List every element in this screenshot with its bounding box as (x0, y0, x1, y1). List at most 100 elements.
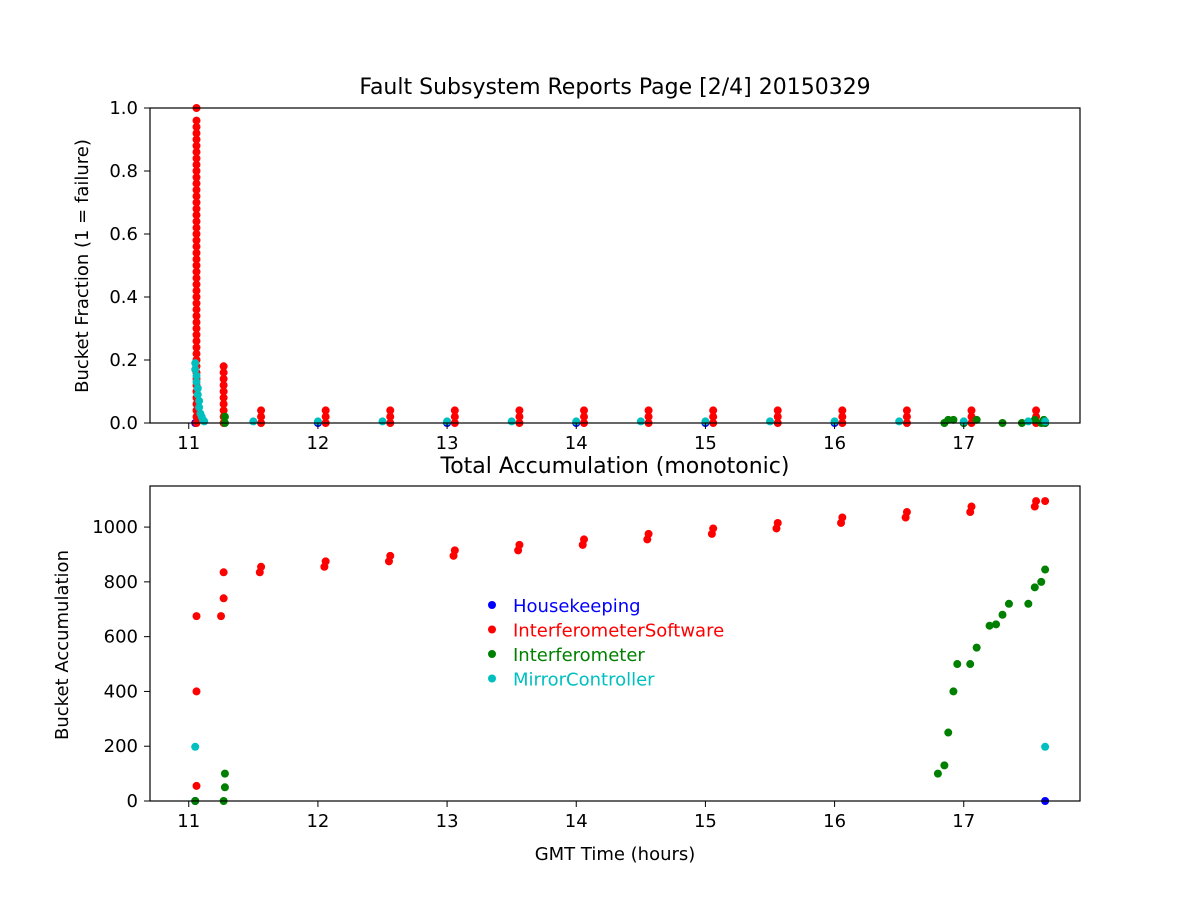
legend-label-interferometer: Interferometer (513, 645, 645, 666)
top-point-interferometersoftware (773, 412, 782, 421)
legend-marker-housekeeping (488, 601, 496, 609)
top-point-interferometersoftware (580, 412, 588, 421)
top-y-tick-label: 0.8 (109, 161, 138, 182)
top-point-interferometersoftware (192, 311, 201, 320)
legend-label-mirrorcontroller: MirrorController (513, 670, 655, 691)
bottom-point-interferometersoftware (902, 508, 911, 517)
legend: Housekeeping InterferometerSoftware Interf… (488, 596, 724, 691)
top-y-tick-label: 0.6 (109, 224, 138, 245)
top-point-interferometersoftware (192, 280, 201, 289)
bottom-point-interferometersoftware (386, 551, 395, 560)
top-point-mirrorcontroller (507, 417, 516, 426)
bottom-plot-marks (191, 497, 1050, 805)
top-point-interferometersoftware (192, 330, 201, 339)
top-point-interferometersoftware (192, 185, 201, 194)
bottom-point-interferometer (1041, 565, 1050, 574)
bottom-x-tick-label: 17 (952, 811, 975, 832)
top-point-interferometersoftware (709, 406, 718, 415)
top-point-interferometersoftware (192, 173, 201, 182)
bottom-point-interferometer (966, 660, 975, 669)
bottom-point-interferometersoftware (644, 529, 653, 538)
top-point-interferometersoftware (644, 412, 653, 421)
bottom-point-interferometersoftware (219, 568, 228, 577)
top-point-interferometersoftware (257, 412, 266, 421)
top-point-interferometersoftware (709, 412, 718, 421)
top-point-interferometersoftware (515, 406, 524, 415)
bottom-point-interferometer (220, 783, 229, 792)
top-point-interferometersoftware (219, 387, 228, 396)
bottom-x-tick-label: 13 (436, 811, 459, 832)
top-point-interferometersoftware (192, 274, 201, 283)
top-x-tick-label: 15 (694, 433, 717, 454)
bottom-x-tick-label: 12 (306, 811, 329, 832)
top-point-interferometersoftware (219, 368, 228, 377)
top-x-tick-label: 16 (823, 433, 846, 454)
top-point-mirrorcontroller (636, 417, 645, 426)
bottom-point-interferometersoftware (838, 513, 847, 522)
bottom-point-interferometersoftware (219, 594, 228, 603)
bottom-y-axis-label: Bucket Accumulation (52, 550, 73, 740)
bottom-y-tick-label: 600 (104, 627, 138, 648)
bottom-point-interferometersoftware (515, 540, 524, 549)
top-point-interferometersoftware (192, 135, 201, 144)
top-point-interferometersoftware (838, 412, 847, 421)
top-point-interferometersoftware (219, 406, 228, 415)
top-point-interferometersoftware (192, 154, 201, 163)
top-point-interferometersoftware (192, 349, 201, 358)
bottom-point-interferometersoftware (1041, 497, 1050, 506)
bottom-point-interferometer (998, 610, 1007, 619)
top-chart-title: Fault Subsystem Reports Page [2/4] 20150… (359, 75, 870, 100)
top-point-interferometersoftware (192, 261, 201, 270)
bottom-point-interferometer (1037, 577, 1046, 586)
top-point-interferometersoftware (219, 381, 228, 390)
top-point-interferometersoftware (192, 236, 201, 245)
bottom-y-tick-label: 1000 (92, 517, 138, 538)
top-point-interferometersoftware (192, 204, 201, 213)
top-point-interferometersoftware (450, 412, 459, 421)
top-point-interferometersoftware (192, 299, 201, 308)
top-point-mirrorcontroller (195, 396, 204, 405)
top-y-tick-label: 0.0 (109, 413, 138, 434)
legend-marker-interferometersoftware (488, 625, 496, 634)
top-point-mirrorcontroller (191, 359, 200, 368)
top-point-interferometersoftware (192, 167, 201, 175)
bottom-point-interferometer (985, 621, 994, 630)
top-point-interferometersoftware (192, 337, 201, 346)
top-point-interferometersoftware (219, 374, 228, 383)
bottom-point-mirrorcontroller (191, 742, 200, 751)
top-point-interferometersoftware (192, 305, 201, 314)
top-point-mirrorcontroller (766, 417, 774, 426)
top-x-tick-label: 14 (565, 433, 588, 454)
top-point-interferometersoftware (192, 211, 201, 220)
top-point-mirrorcontroller (1024, 417, 1033, 426)
top-point-interferometersoftware (192, 324, 201, 333)
legend-marker-mirrorcontroller (488, 674, 496, 683)
top-point-mirrorcontroller (895, 417, 904, 426)
legend-label-housekeeping: Housekeeping (513, 596, 641, 617)
top-point-interferometersoftware (192, 230, 201, 238)
top-y-axis: 0.0 0.2 0.4 0.6 0.8 1.0 (109, 98, 150, 434)
bottom-point-interferometer (933, 769, 942, 778)
top-point-interferometersoftware (192, 198, 201, 207)
top-point-interferometersoftware (192, 267, 201, 276)
top-point-interferometersoftware (192, 129, 201, 138)
bottom-x-axis: 11 12 13 14 15 16 17 (177, 801, 975, 832)
bottom-point-interferometer (220, 769, 229, 778)
bottom-point-interferometer (944, 728, 953, 737)
bottom-point-interferometersoftware (580, 535, 588, 544)
top-point-interferometersoftware (219, 362, 228, 371)
top-point-interferometersoftware (515, 412, 524, 421)
top-point-interferometersoftware (1032, 406, 1041, 415)
top-point-mirrorcontroller (192, 371, 201, 380)
top-point-mirrorcontroller (378, 417, 387, 426)
legend-label-interferometersoftware: InterferometerSoftware (513, 621, 724, 642)
bottom-x-tick-label: 14 (565, 811, 588, 832)
bottom-point-interferometersoftware (450, 546, 459, 555)
bottom-point-interferometer (1024, 599, 1033, 608)
top-point-interferometer (972, 415, 981, 424)
top-point-interferometersoftware (386, 412, 395, 421)
bottom-x-tick-label: 16 (823, 811, 846, 832)
top-point-mirrorcontroller (200, 417, 209, 426)
